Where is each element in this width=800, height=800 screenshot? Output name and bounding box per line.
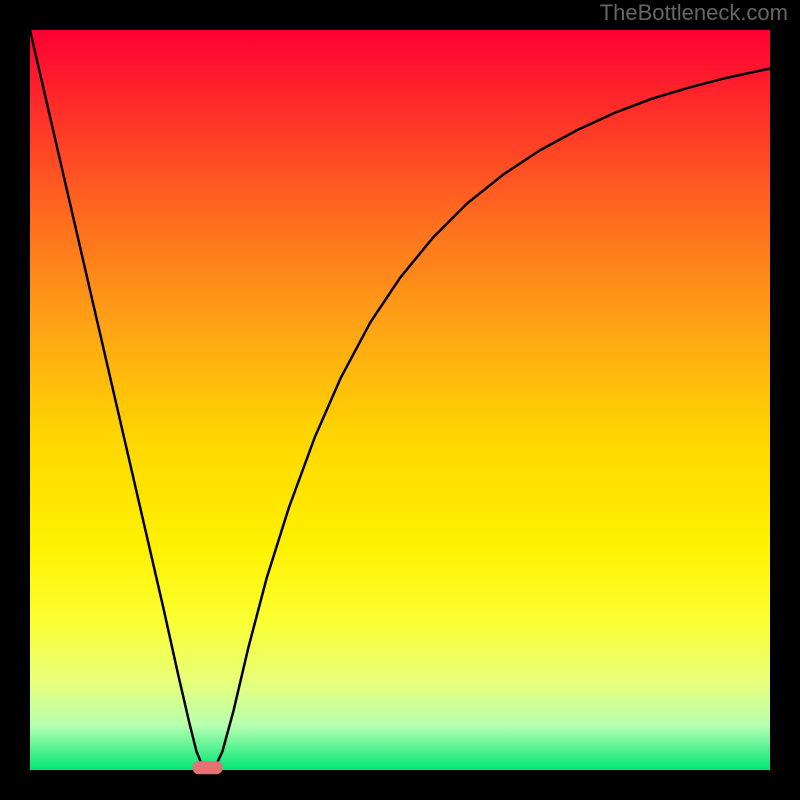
watermark-text: TheBottleneck.com: [600, 0, 788, 26]
chart-gradient-bg: [30, 30, 770, 770]
optimal-point-marker: [193, 761, 223, 774]
bottleneck-chart: TheBottleneck.com: [0, 0, 800, 800]
chart-svg: [0, 0, 800, 800]
